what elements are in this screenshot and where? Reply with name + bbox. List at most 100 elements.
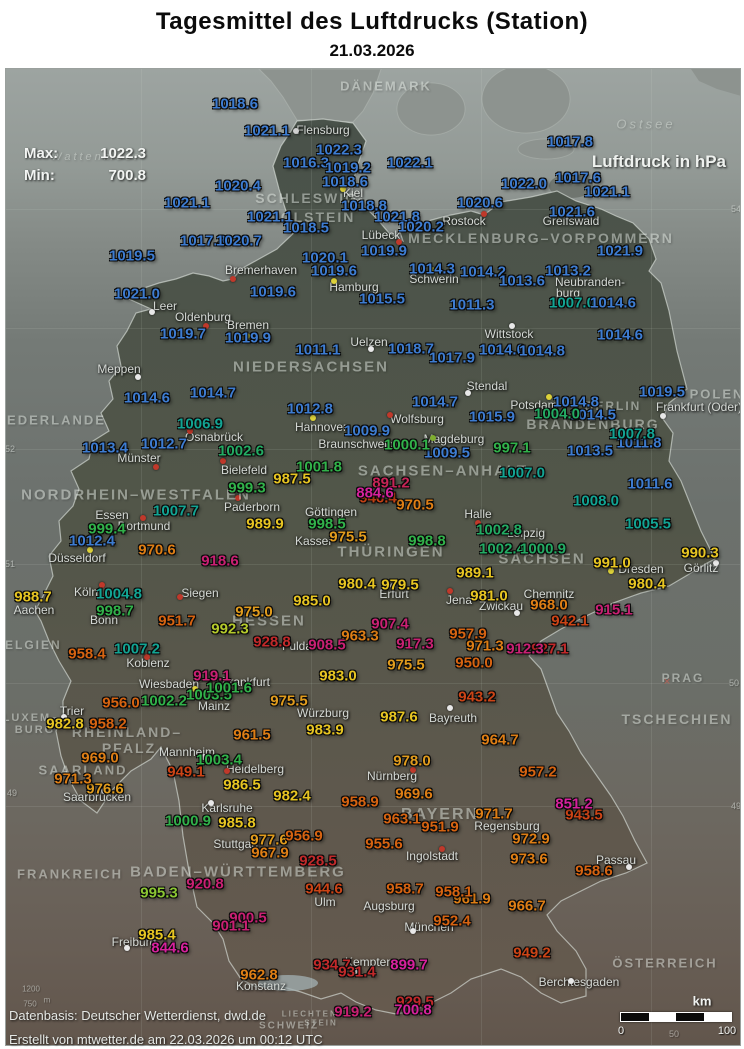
city-marker-dot <box>124 945 130 951</box>
city-marker-dot <box>626 864 632 870</box>
station-pressure-value: 920.8 <box>186 875 224 893</box>
city-marker-dot <box>331 278 337 284</box>
city-label: Essen <box>95 508 129 522</box>
city-label: Braunschweig <box>318 437 394 451</box>
city-marker-dot <box>368 346 374 352</box>
lolland-island <box>517 138 575 160</box>
city-label: Köln <box>73 585 99 599</box>
station-pressure-value: 918.6 <box>201 552 239 570</box>
city-label: Potsdam <box>510 398 558 412</box>
station-pressure-value: 1014.8 <box>553 393 599 411</box>
city-marker-dot <box>387 412 393 418</box>
region-label: NIEDERSACHSEN <box>232 358 390 376</box>
city-marker-dot <box>192 686 198 692</box>
city-marker-dot <box>235 495 241 501</box>
city-label: Greifswald <box>542 214 600 228</box>
station-pressure-value: 1014.5 <box>570 406 616 424</box>
station-pressure-value: 917.3 <box>396 635 434 653</box>
station-pressure-value: 946.4 <box>359 489 397 507</box>
station-pressure-value: 1022.1 <box>387 154 433 172</box>
city-label: Oldenburg <box>174 310 232 324</box>
station-pressure-value: 989.1 <box>456 564 494 582</box>
station-pressure-value: 973.6 <box>510 850 548 868</box>
city-label: München <box>404 920 454 934</box>
station-pressure-value: 987.5 <box>273 470 311 488</box>
city-label: Bielefeld <box>220 463 268 477</box>
station-pressure-value: 975.5 <box>270 692 308 710</box>
station-pressure-value: 958.9 <box>341 793 379 811</box>
station-pressure-value: 901.1 <box>212 917 250 935</box>
station-pressure-value: 975.5 <box>329 528 367 546</box>
city-marker-dot <box>396 239 402 245</box>
station-pressure-value: 987.6 <box>380 708 418 726</box>
city-marker-dot <box>149 309 155 315</box>
region-label: SACHSEN–ANHALT <box>357 462 529 480</box>
station-pressure-value: 915.1 <box>595 601 633 619</box>
region-label: HESSEN <box>232 612 306 630</box>
station-pressure-value: 985.0 <box>293 592 331 610</box>
station-pressure-value: 963.3 <box>341 627 379 645</box>
city-label: Wiesbaden <box>138 677 200 691</box>
station-pressure-value: 1006.9 <box>177 415 223 433</box>
station-pressure-value: 1019.6 <box>311 262 357 280</box>
grid-degree-label: 50 <box>728 678 740 688</box>
city-label: Saarbrücken <box>62 790 132 804</box>
max-value: 1022.3 <box>100 145 146 162</box>
station-pressure-value: 1007.0 <box>549 294 595 312</box>
station-pressure-value: 988.7 <box>14 588 52 606</box>
latitude-gridline <box>6 449 740 450</box>
station-pressure-value: 958.2 <box>89 715 127 733</box>
region-label: BAYERN <box>400 806 480 823</box>
city-label: Jena <box>445 593 473 607</box>
city-marker-dot <box>153 464 159 470</box>
grid-degree-label: 52 <box>5 444 16 454</box>
city-label: Ingolstadt <box>405 849 459 863</box>
station-pressure-value: 992.3 <box>211 620 249 638</box>
station-pressure-value: 966.7 <box>508 897 546 915</box>
creation-credit: Erstellt von mtwetter.de am 22.03.2026 u… <box>9 1032 323 1047</box>
latitude-gridline <box>6 564 740 565</box>
station-pressure-value: 1014.6 <box>590 294 636 312</box>
station-pressure-value: 991.0 <box>593 554 631 572</box>
region-label: LUXEM– <box>5 712 60 724</box>
min-value: 700.8 <box>108 167 146 184</box>
city-marker-dot <box>224 768 230 774</box>
station-pressure-value: 964.7 <box>481 731 519 749</box>
station-pressure-value: 929.5 <box>396 993 434 1011</box>
station-pressure-value: 851.2 <box>555 795 593 813</box>
city-label: Meppen <box>97 362 141 376</box>
station-pressure-value: 1000.9 <box>165 812 211 830</box>
station-pressure-value: 1014.7 <box>412 393 458 411</box>
station-pressure-value: 1015.9 <box>469 408 515 426</box>
map-geography <box>34 69 740 1015</box>
station-pressure-value: 1001.8 <box>296 458 342 476</box>
station-pressure-value: 1007.2 <box>114 640 160 658</box>
station-pressure-value: 928.5 <box>299 852 337 870</box>
city-label: Kempten <box>344 955 394 969</box>
station-pressure-value: 1000.9 <box>520 540 566 558</box>
station-pressure-value: 1014.2 <box>460 263 506 281</box>
station-pressure-value: 1012.8 <box>287 400 333 418</box>
city-marker-dot <box>447 588 453 594</box>
station-pressure-value: 967.9 <box>251 844 289 862</box>
region-label: BRANDENBURG <box>526 416 660 432</box>
city-label: Dresden <box>618 562 664 576</box>
sweden-corner <box>691 69 740 96</box>
city-marker-dot <box>568 978 574 984</box>
station-pressure-value: 978.0 <box>393 752 431 770</box>
station-pressure-value: 1011.8 <box>616 434 662 452</box>
max-label: Max: <box>24 145 59 162</box>
station-pressure-value: 998.7 <box>96 602 134 620</box>
region-label: Ostsee <box>616 116 676 132</box>
station-pressure-value: 1018.8 <box>341 197 387 215</box>
station-pressure-value: 951.7 <box>158 612 196 630</box>
city-marker-dot <box>475 520 481 526</box>
city-marker-dot <box>660 413 666 419</box>
station-pressure-value: 1014.6 <box>597 326 643 344</box>
latitude-gridline <box>6 806 740 807</box>
city-label: Flensburg <box>296 123 350 137</box>
station-pressure-value: 1020.4 <box>215 177 261 195</box>
station-pressure-value: 1018.5 <box>283 219 329 237</box>
station-pressure-value: 1011.1 <box>295 341 341 359</box>
